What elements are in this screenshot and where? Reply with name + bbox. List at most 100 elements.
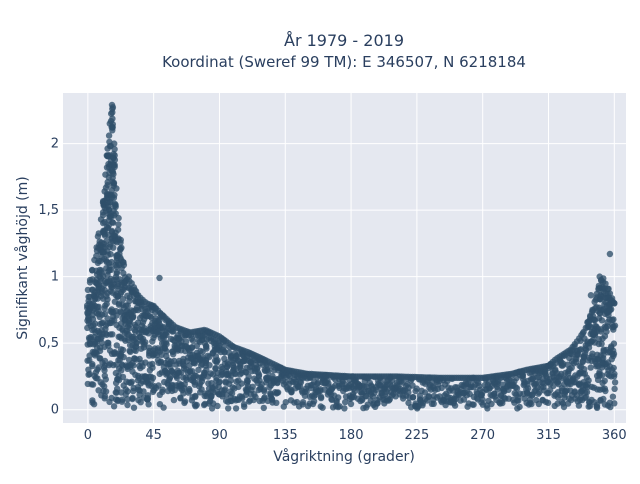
scatter-point bbox=[231, 370, 238, 377]
scatter-point bbox=[309, 400, 317, 408]
scatter-point bbox=[245, 373, 252, 380]
y-tick-label: 0 bbox=[51, 403, 59, 418]
scatter-point bbox=[405, 389, 412, 396]
scatter-point bbox=[608, 306, 615, 313]
scatter-point bbox=[91, 320, 99, 327]
scatter-point bbox=[575, 351, 582, 358]
scatter-point bbox=[109, 121, 117, 128]
scatter-point bbox=[105, 132, 113, 139]
scatter-point bbox=[129, 394, 136, 402]
scatter-point bbox=[96, 347, 104, 355]
scatter-point bbox=[314, 380, 321, 388]
scatter-point bbox=[608, 295, 616, 302]
scatter-point bbox=[536, 389, 543, 396]
scatter-point bbox=[119, 346, 127, 354]
scatter-point bbox=[163, 340, 170, 348]
scatter-point bbox=[602, 280, 609, 287]
scatter-point bbox=[183, 338, 190, 345]
scatter-point bbox=[186, 387, 193, 394]
scatter-point bbox=[587, 292, 595, 299]
scatter-point bbox=[108, 101, 116, 109]
scatter-point bbox=[609, 393, 617, 400]
scatter-point bbox=[610, 364, 617, 372]
scatter-point bbox=[114, 375, 121, 383]
scatter-point bbox=[260, 404, 267, 412]
scatter-point bbox=[180, 390, 187, 397]
scatter-point bbox=[126, 297, 133, 305]
scatter-point bbox=[149, 374, 157, 381]
scatter-point bbox=[167, 373, 174, 381]
points-layer bbox=[84, 101, 619, 412]
x-tick-label: 315 bbox=[536, 428, 561, 443]
scatter-point bbox=[170, 396, 178, 404]
scatter-point bbox=[143, 396, 151, 403]
scatter-point bbox=[583, 389, 591, 396]
y-tick-label: 1,5 bbox=[38, 203, 59, 218]
scatter-point bbox=[606, 290, 614, 297]
scatter-point bbox=[255, 371, 263, 378]
x-tick-label: 0 bbox=[84, 428, 92, 443]
scatter-point bbox=[113, 268, 121, 276]
scatter-point bbox=[341, 405, 348, 412]
scatter-point bbox=[319, 404, 326, 411]
scatter-point bbox=[213, 359, 220, 366]
scatter-point bbox=[299, 399, 307, 406]
x-tick-label: 225 bbox=[404, 428, 429, 443]
chart-subtitle: Koordinat (Sweref 99 TM): E 346507, N 62… bbox=[162, 53, 526, 71]
scatter-point bbox=[470, 401, 477, 408]
scatter-point bbox=[103, 300, 110, 308]
scatter-point bbox=[117, 236, 125, 244]
scatter-point bbox=[218, 372, 225, 379]
scatter-point bbox=[430, 400, 437, 407]
x-tick-label: 360 bbox=[602, 428, 627, 443]
scatter-point bbox=[111, 140, 118, 147]
x-tick-label: 45 bbox=[145, 428, 162, 443]
scatter-point bbox=[519, 372, 526, 380]
scatter-point bbox=[266, 384, 273, 391]
x-tick-label: 90 bbox=[211, 428, 228, 443]
scatter-point bbox=[197, 362, 205, 369]
scatter-point bbox=[115, 214, 122, 222]
scatter-point bbox=[140, 344, 148, 351]
tick-labels-layer: 0 45 90 135 180 225 270 315 360 0 0,5 1 1,5 2 bbox=[38, 137, 626, 443]
scatter-point bbox=[163, 348, 170, 355]
scatter-point bbox=[105, 339, 112, 347]
scatter-point bbox=[113, 342, 121, 349]
scatter-point bbox=[177, 395, 184, 402]
scatter-point bbox=[118, 367, 125, 374]
scatter-point bbox=[110, 170, 117, 178]
scatter-point bbox=[149, 360, 156, 368]
scatter-point bbox=[582, 350, 589, 357]
scatter-point bbox=[203, 342, 210, 350]
scatter-point bbox=[222, 386, 229, 393]
scatter-point bbox=[101, 393, 109, 400]
scatter-point bbox=[589, 350, 596, 357]
scatter-point bbox=[214, 402, 221, 410]
scatter-point bbox=[241, 403, 248, 410]
scatter-point bbox=[167, 363, 174, 371]
scatter-point bbox=[108, 266, 115, 273]
scatter-point bbox=[587, 364, 594, 371]
scatter-point bbox=[493, 383, 501, 390]
scatter-point bbox=[227, 377, 234, 384]
scatter-point bbox=[409, 394, 417, 401]
scatter-point bbox=[516, 403, 523, 411]
scatter-point bbox=[600, 355, 607, 362]
scatter-point bbox=[95, 387, 102, 394]
scatter-point bbox=[107, 251, 114, 258]
scatter-point bbox=[101, 372, 109, 379]
scatter-point bbox=[215, 379, 223, 386]
scatter-point bbox=[611, 300, 618, 307]
scatter-point bbox=[118, 398, 126, 405]
scatter-point bbox=[132, 343, 140, 350]
scatter-point bbox=[119, 373, 127, 381]
scatter-point bbox=[110, 150, 117, 158]
scatter-point bbox=[575, 402, 583, 409]
scatter-point bbox=[110, 244, 117, 251]
scatter-point bbox=[598, 340, 605, 347]
scatter-point bbox=[611, 385, 618, 393]
scatter-point bbox=[110, 403, 118, 410]
scatter-point bbox=[232, 405, 240, 412]
